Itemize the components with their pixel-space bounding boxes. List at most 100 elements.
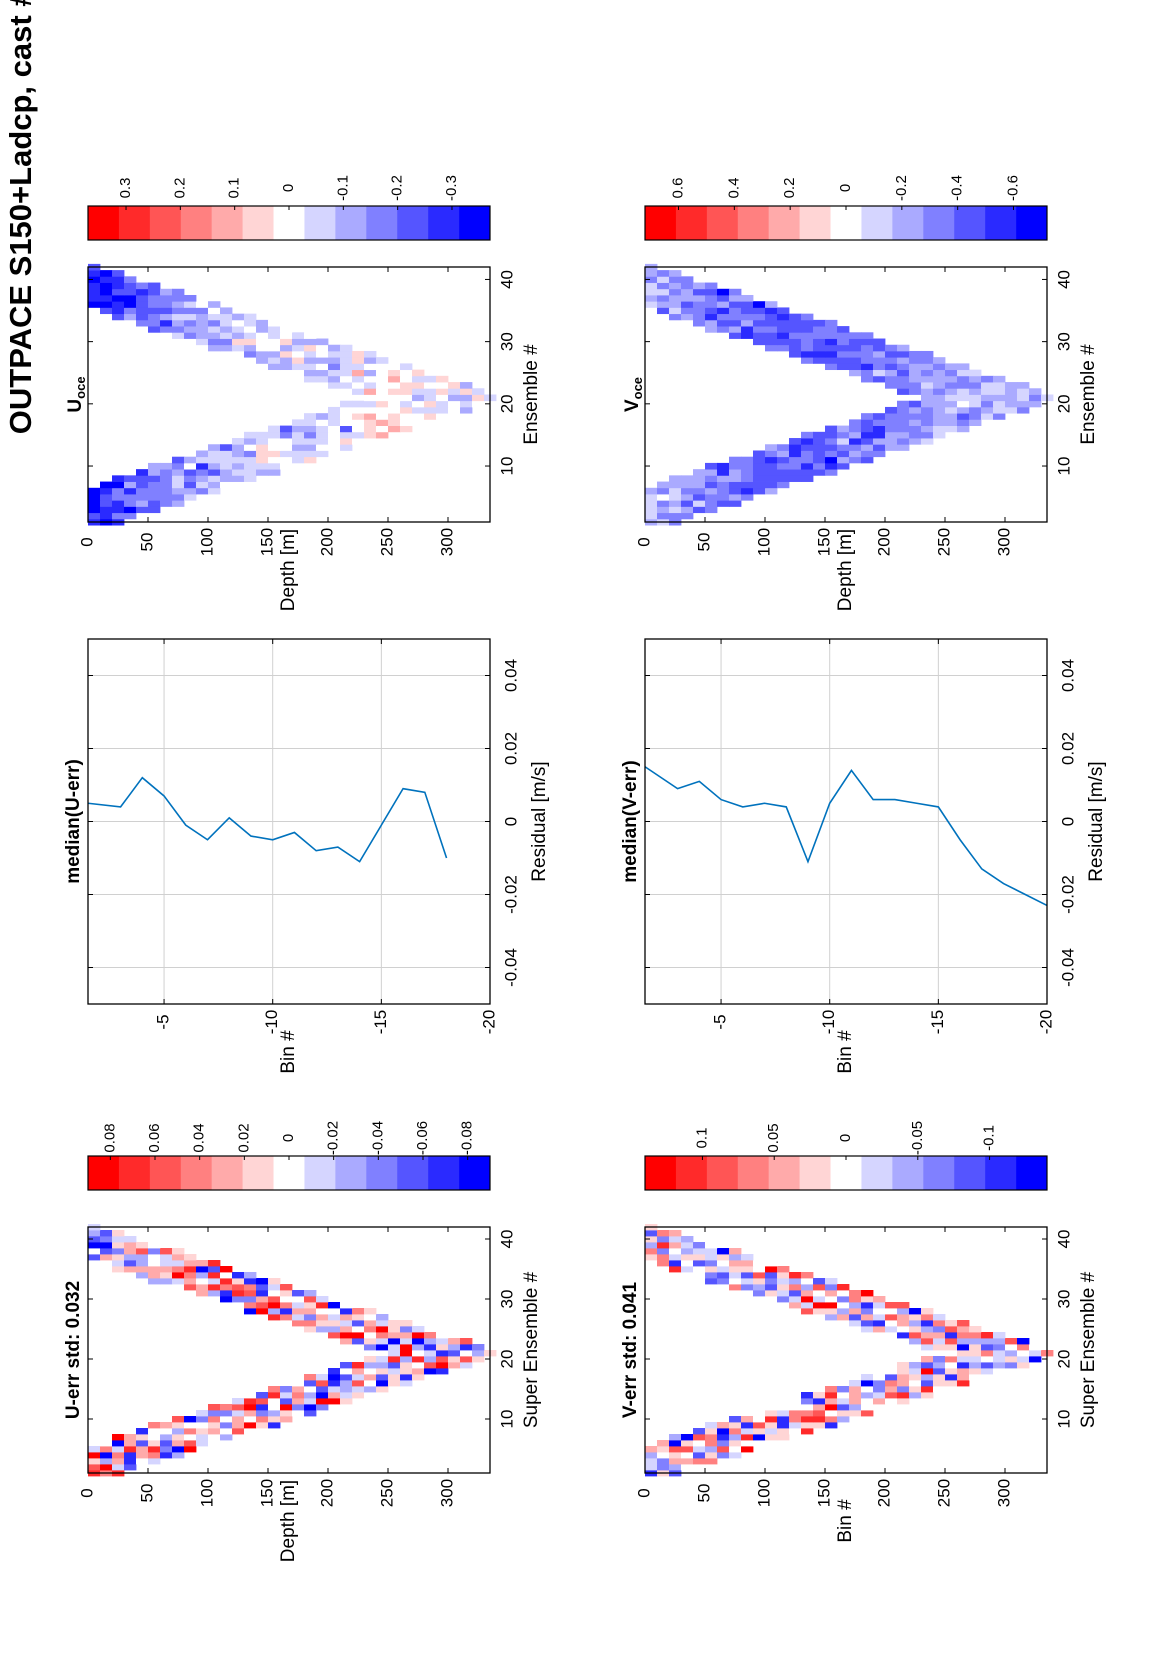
- voce-cell: [885, 419, 898, 426]
- voce-cell: [729, 469, 742, 476]
- voce-cell: [669, 313, 682, 321]
- vmed-xtick-label: 0.04: [1058, 659, 1077, 692]
- uoce-cell: [208, 450, 221, 458]
- voce-cell: [873, 431, 886, 439]
- verr-cell: [921, 1344, 934, 1351]
- verr-colorbar-level: [923, 1156, 955, 1190]
- verr-cell: [861, 1308, 874, 1315]
- uerr-cell: [136, 1446, 149, 1453]
- verr-cell: [897, 1338, 910, 1345]
- voce-cell: [981, 388, 994, 395]
- verr-xtick-label: 40: [1054, 1230, 1073, 1249]
- verr-cell: [789, 1278, 802, 1285]
- voce-cell: [705, 481, 718, 489]
- uoce-cell: [328, 425, 341, 433]
- verr-cell: [909, 1374, 922, 1381]
- verr-cell: [789, 1416, 802, 1423]
- uoce-cell: [400, 406, 413, 414]
- verr-cell: [741, 1422, 754, 1429]
- verr-cell: [777, 1434, 790, 1441]
- voce-cell: [945, 394, 958, 402]
- voce-cell: [657, 500, 670, 507]
- uoce-cell: [280, 438, 293, 445]
- voce-cell: [681, 506, 694, 514]
- uerr-cell: [376, 1362, 389, 1369]
- verr-cell: [693, 1440, 706, 1447]
- verr-cell: [705, 1422, 718, 1429]
- uoce-cell: [220, 450, 233, 458]
- uoce-cell: [376, 375, 389, 383]
- verr-cell: [825, 1386, 838, 1393]
- uerr-cell: [460, 1362, 473, 1369]
- verr-cell: [981, 1368, 994, 1375]
- uerr-cell: [196, 1410, 209, 1417]
- voce-cell: [729, 288, 742, 296]
- verr-cell: [849, 1386, 862, 1393]
- voce-cell: [921, 363, 934, 371]
- uerr-cell: [436, 1356, 449, 1363]
- verr-cell: [813, 1404, 826, 1411]
- uoce-cell: [292, 425, 305, 433]
- uerr-cell: [196, 1290, 209, 1297]
- uoce-cell: [232, 344, 245, 352]
- verr-cell: [813, 1392, 826, 1399]
- verr-cell: [1017, 1338, 1030, 1345]
- voce-cell: [741, 481, 754, 489]
- voce-cell: [873, 438, 886, 445]
- uoce-cell: [148, 301, 161, 308]
- uerr-cell: [112, 1236, 125, 1243]
- uoce-cell: [172, 294, 185, 302]
- uoce-cell: [148, 319, 161, 327]
- uerr-cell: [448, 1344, 461, 1351]
- verr-cell: [741, 1446, 754, 1453]
- uerr-cell: [340, 1362, 353, 1369]
- umed-ytick-label: -15: [371, 1010, 390, 1035]
- uoce-cell: [244, 462, 257, 470]
- uerr-cell: [172, 1266, 185, 1273]
- verr-cell: [717, 1446, 730, 1453]
- uerr-cell: [376, 1386, 389, 1393]
- uoce-cell: [316, 450, 329, 458]
- uoce-cell: [148, 294, 161, 302]
- uerr-cell: [100, 1248, 113, 1255]
- uerr-cell: [256, 1284, 269, 1291]
- verr-cell: [729, 1272, 742, 1279]
- uerr-cell: [388, 1350, 401, 1357]
- uoce-cell: [100, 282, 113, 290]
- voce-cell: [873, 363, 886, 371]
- verr-cell: [813, 1278, 826, 1285]
- uerr-cell: [364, 1332, 377, 1339]
- uoce-cell: [448, 400, 461, 408]
- verr-cells: [645, 1224, 1054, 1477]
- uerr-cell: [280, 1302, 293, 1309]
- uoce-cell: [316, 357, 329, 364]
- uerr-cell: [316, 1398, 329, 1405]
- uoce-cell: [112, 512, 125, 520]
- voce-cell: [837, 438, 850, 445]
- uoce-cell: [196, 475, 209, 482]
- voce-cell: [753, 456, 766, 464]
- verr-cell: [885, 1326, 898, 1333]
- uoce-cell: [268, 332, 281, 339]
- verr-cell: [825, 1398, 838, 1405]
- verr-cell: [729, 1248, 742, 1255]
- voce-cell: [789, 469, 802, 476]
- uoce-cell: [112, 500, 125, 507]
- uoce-cell: [232, 462, 245, 470]
- uerr-cell: [184, 1416, 197, 1423]
- verr-cell: [825, 1392, 838, 1399]
- uerr-cell: [136, 1434, 149, 1441]
- uoce-cell: [268, 319, 281, 327]
- uerr-cell: [412, 1374, 425, 1381]
- uerr-colorbar-label: 0: [280, 1134, 297, 1142]
- verr-cell: [897, 1314, 910, 1321]
- voce-cell: [693, 301, 706, 308]
- uerr-cell: [136, 1248, 149, 1255]
- uerr-cell: [424, 1356, 437, 1363]
- uoce-colorbar-level: [149, 206, 182, 240]
- uoce-cell: [124, 481, 137, 489]
- uerr-cell: [352, 1314, 365, 1321]
- uerr-cell: [148, 1458, 161, 1465]
- uerr-cell: [124, 1254, 137, 1261]
- verr-xtick-label: 10: [1054, 1410, 1073, 1429]
